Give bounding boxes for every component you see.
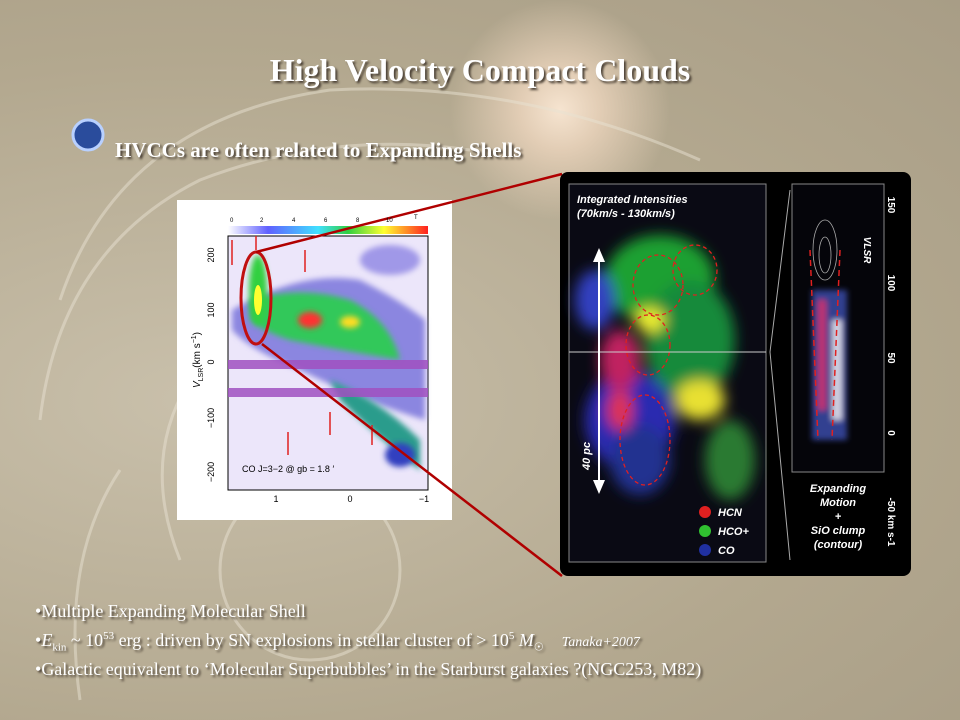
subscript: ☉ [533,641,544,654]
y-label-sub: LSR [198,368,205,382]
connector [261,343,563,577]
pv-tick: 0 [885,430,896,436]
legend-dot [699,506,711,518]
colorbar-tick: 8 [356,218,360,224]
colorbar [228,226,428,234]
colorbar-tick: 4 [292,218,296,224]
y-label-v: V [192,380,203,388]
bullet-text: ~ 10 [66,630,104,650]
background-drawing [38,87,701,701]
colorbar-tick: 2 [260,218,264,224]
note: + [835,511,842,523]
e-symbol: E [41,630,53,650]
bullet-text: Multiple Expanding Molecular Shell [41,601,306,621]
zoom-lines [769,189,791,561]
x-tick: 1 [273,494,278,504]
colorbar-tick: 6 [324,218,328,224]
bullet-icon [71,118,105,152]
pv-emission [812,290,847,440]
bullet-text: Galactic equivalent to ‘Molecular Superb… [41,659,702,679]
y-tick: 0 [206,359,216,364]
map-range: (70km/s - 130km/s) [577,208,675,220]
mass-symbol: M [514,630,534,650]
title: High Velocity Compact Clouds [269,52,691,88]
pv-axis-label: VLSR [861,237,872,264]
y-tick: 100 [206,302,216,317]
bullet: •Multiple Expanding Molecular Shell [35,601,306,621]
y-label-exp: −1 [191,335,198,343]
bullet: •Ekin ~ 1053 erg : driven by SN explosio… [35,630,640,654]
legend-label: HCO+ [718,526,749,538]
emission-map [575,235,755,500]
pv-tick: -50 km s-1 [885,498,896,547]
band [228,388,428,397]
reference: Tanaka+2007 [561,635,640,650]
legend-dot [699,544,711,556]
pv-tick: 150 [885,197,896,214]
y-tick: −100 [206,408,216,428]
motion-lines [809,249,841,441]
pv-tick: 100 [885,275,896,292]
legend-dot [699,525,711,537]
shell-outlines [619,244,718,486]
bullet: •Galactic equivalent to ‘Molecular Super… [35,659,702,679]
y-label: VLSR(km s−1) [191,332,205,388]
legend-label: HCN [718,507,743,519]
legend-label: CO [718,545,735,557]
superscript: 5 [508,630,515,642]
y-tick: −200 [206,462,216,482]
y-label-unit: (km s [192,343,203,367]
note: Motion [820,497,856,509]
contours [812,219,838,281]
scale-label: 40 pc [581,442,593,471]
colorbar-unit: T [414,215,418,221]
arrows [231,236,373,455]
note: SiO clump [811,525,866,537]
connector [255,172,563,254]
colorbar-tick: 0 [230,218,234,224]
subscript: kin [52,641,67,654]
x-tick: −1 [419,494,429,504]
map-title: Integrated Intensities [577,194,688,206]
band [228,360,428,369]
pv-tick: 50 [885,352,896,364]
note: Expanding [810,483,867,495]
subtitle: HVCCs are often related to Expanding She… [115,138,522,162]
note: (contour) [814,539,863,551]
colorbar-tick: 10 [386,218,393,224]
y-label-close: ) [192,332,203,335]
x-tick: 0 [347,494,352,504]
superscript: 53 [103,630,115,642]
bullet-text: erg : driven by SN explosions in stellar… [114,630,509,650]
y-tick: 200 [206,247,216,262]
plot-annotation: CO J=3−2 @ gb = 1.8 ′ [242,464,334,474]
